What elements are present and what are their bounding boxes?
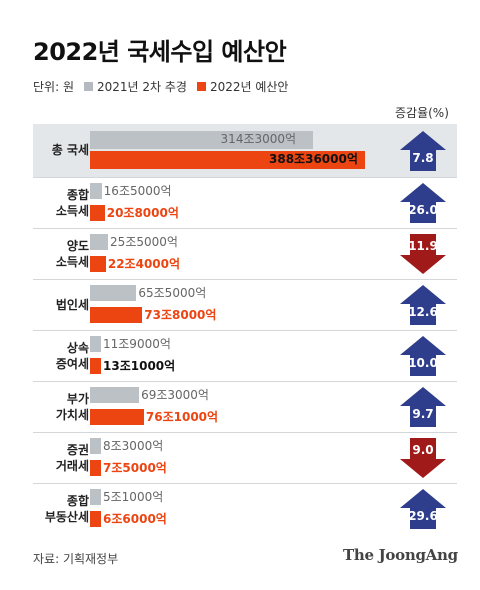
value-label-curr: 20조8000억 [106, 206, 179, 220]
value-label-prev: 5조1000억 [103, 490, 164, 504]
value-label-curr: 76조1000억 [145, 410, 219, 424]
arrow-up-shape [400, 183, 446, 223]
legend-swatch-prev [83, 82, 93, 91]
chart-row: 법인세 65조5000억 73조8000억 12.6 [33, 279, 457, 331]
category-label-line: 증여세 [55, 357, 89, 371]
value-label-curr: 7조5000억 [103, 461, 167, 475]
arrow-up-shape [400, 336, 446, 376]
arrow-up-shape [400, 489, 446, 529]
value-label-prev: 65조5000억 [138, 286, 207, 300]
category-label-line: 법인세 [55, 298, 89, 312]
change-value: 10.0 [408, 356, 438, 370]
change-value: 9.7 [412, 407, 434, 421]
bar-prev [90, 183, 102, 199]
bar-prev [90, 387, 140, 403]
category-label-line: 거래세 [55, 459, 89, 473]
category-label-line: 부동산세 [44, 510, 89, 524]
value-label-prev: 16조5000억 [103, 184, 172, 198]
arrow-up-shape [400, 387, 446, 427]
chart-row: 총 국세 314조3000억 388조36000억 7.8 [33, 124, 457, 177]
value-label-curr: 13조1000억 [103, 359, 176, 373]
change-value: 11.9 [408, 239, 438, 253]
value-label-prev: 11조9000억 [103, 337, 171, 351]
change-header: 증감율(%) [395, 106, 449, 120]
category-label-line: 가치세 [55, 408, 89, 422]
value-label-curr: 388조36000억 [269, 152, 358, 166]
arrow-up-shape [400, 131, 446, 171]
legend: 단위: 원 2021년 2차 추경 2022년 예산안 [33, 78, 288, 95]
change-value: 9.0 [412, 443, 434, 457]
value-label-curr: 22조4000억 [107, 257, 181, 271]
change-value: 12.6 [408, 305, 438, 319]
bar-curr [90, 460, 101, 476]
category-label-line: 총 국세 [51, 143, 89, 157]
value-label-prev: 314조3000억 [220, 132, 297, 146]
arrow-down-shape [400, 438, 446, 478]
value-label-prev: 25조5000억 [110, 235, 178, 249]
change-arrow-up-icon: 9.7 [400, 387, 446, 427]
value-label-prev: 8조3000억 [103, 439, 164, 453]
legend-label-prev: 2021년 2차 추경 [96, 80, 187, 94]
category-label-line: 증권 [66, 443, 89, 457]
category-label-line: 양도 [66, 239, 89, 253]
bar-curr [90, 511, 101, 527]
bar-prev [90, 336, 101, 352]
category-label-line: 상속 [66, 341, 89, 355]
bar-prev [90, 131, 313, 149]
change-arrow-up-icon: 26.0 [400, 183, 446, 223]
brand-logo: The JoongAng [343, 546, 458, 564]
legend-label-curr: 2022년 예산안 [209, 80, 289, 94]
bar-prev [90, 438, 101, 454]
bar-prev [90, 234, 109, 250]
arrow-down-shape [400, 234, 446, 274]
category-label: 총 국세 [33, 142, 89, 158]
bar-curr [90, 151, 365, 169]
category-label-line: 소득세 [55, 255, 89, 269]
value-label-curr: 73조8000억 [144, 308, 217, 322]
category-label: 법인세 [33, 297, 89, 313]
change-arrow-up-icon: 29.6 [400, 489, 446, 529]
change-value: 7.8 [412, 151, 434, 165]
bar-prev [90, 489, 101, 505]
category-label-line: 소득세 [55, 204, 89, 218]
arrow-up-shape [400, 285, 446, 325]
bar-curr [90, 409, 144, 425]
unit-label: 단위: 원 [33, 80, 74, 94]
bar-curr [90, 256, 106, 272]
bar-curr [90, 358, 101, 374]
category-label-line: 부가 [66, 392, 89, 406]
source-note: 자료: 기획재정부 [33, 552, 119, 566]
legend-swatch-curr [196, 82, 206, 91]
bar-prev [90, 285, 137, 301]
value-label-prev: 69조3000억 [141, 388, 209, 402]
change-value: 26.0 [408, 203, 438, 217]
change-value: 29.6 [408, 509, 438, 523]
change-arrow-down-icon: 9.0 [400, 438, 446, 478]
value-label-curr: 6조6000억 [103, 512, 167, 526]
bar-curr [90, 205, 105, 221]
change-arrow-up-icon: 7.8 [400, 131, 446, 171]
change-arrow-up-icon: 12.6 [400, 285, 446, 325]
category-label-line: 종합 [66, 188, 89, 202]
change-arrow-down-icon: 11.9 [400, 234, 446, 274]
change-arrow-up-icon: 10.0 [400, 336, 446, 376]
chart-title: 2022년 국세수입 예산안 [33, 38, 287, 66]
bar-curr [90, 307, 143, 323]
category-label-line: 종합 [66, 494, 89, 508]
